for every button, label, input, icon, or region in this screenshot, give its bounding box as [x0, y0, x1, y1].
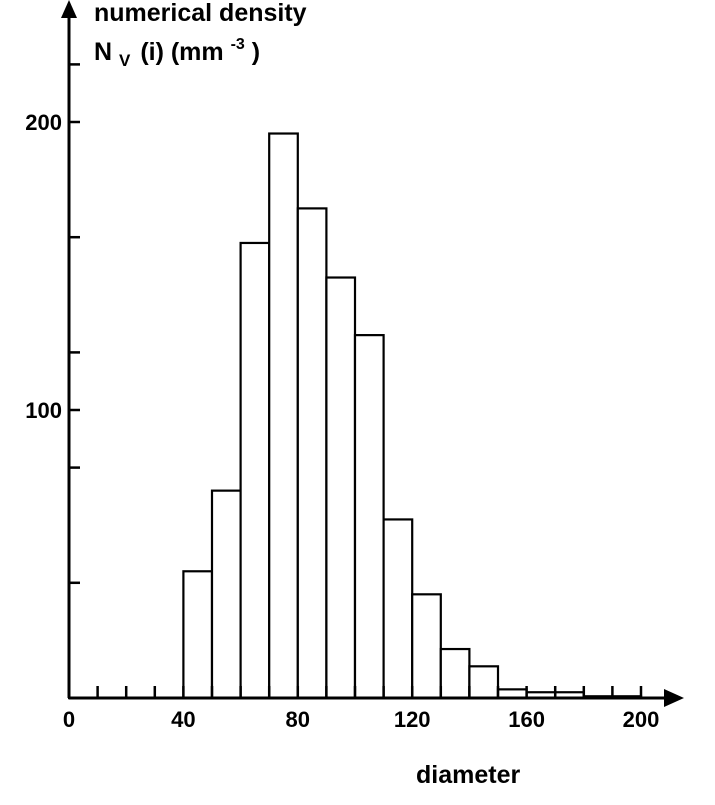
x-axis-label: diameter	[416, 761, 520, 789]
y-tick-label-1: 200	[25, 110, 62, 135]
x-ticks: 0 40 80 120 160 200	[63, 686, 659, 732]
y-label-close: )	[252, 38, 260, 66]
histogram-bar-5	[325, 276, 357, 700]
histogram-bar-3	[268, 132, 299, 700]
x-tick-label-0: 0	[63, 707, 75, 732]
y-tick-label-0: 100	[25, 398, 62, 423]
y-label-subscript: V	[119, 51, 131, 70]
histogram-bar-6	[353, 334, 385, 700]
histogram-bar-1	[210, 489, 242, 700]
y-label-superscript: -3	[231, 36, 245, 53]
histogram-bar-0	[182, 570, 214, 700]
y-ticks: 100 200	[25, 63, 80, 700]
y-axis-label-line2: N V (i) (mm -3 )	[94, 27, 260, 72]
histogram-bar-9	[439, 647, 471, 700]
x-tick-label-4: 160	[508, 707, 545, 732]
histogram-bar-7	[382, 518, 414, 700]
histogram-bar-4	[296, 207, 328, 700]
x-tick-label-5: 200	[623, 707, 660, 732]
y-axis-arrow	[61, 0, 77, 18]
x-tick-label-3: 120	[394, 707, 431, 732]
histogram-bar-2	[239, 241, 271, 700]
histogram-bar-8	[411, 593, 442, 700]
histogram-bars	[182, 132, 643, 700]
y-axis-label-line1: numerical density	[94, 0, 307, 27]
y-label-symbol: N	[94, 38, 112, 66]
y-label-units: (i) (mm	[140, 38, 223, 66]
histogram-bar-10	[468, 665, 500, 700]
x-tick-label-2: 80	[286, 707, 310, 732]
x-tick-label-1: 40	[171, 707, 195, 732]
x-axis-arrow	[664, 689, 684, 707]
